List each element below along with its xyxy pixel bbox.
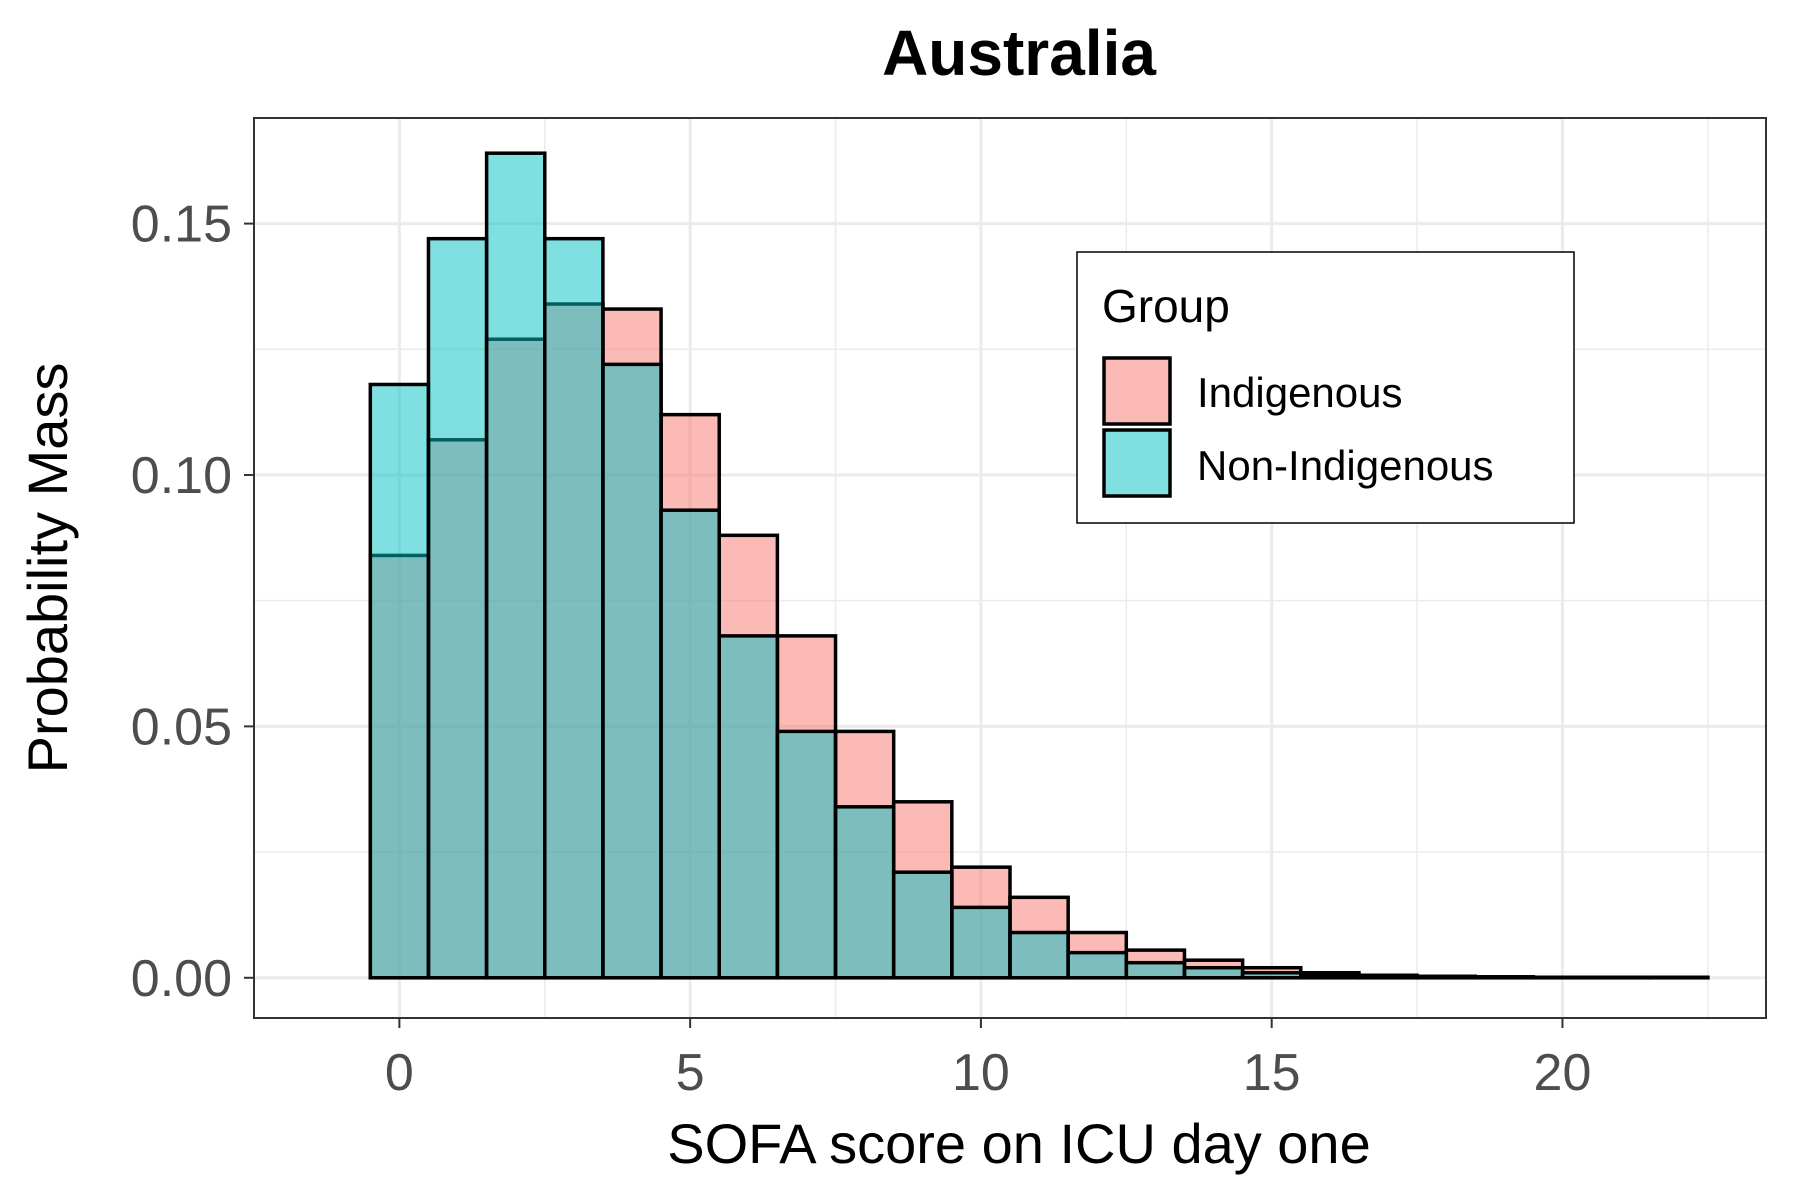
bar-non-indigenous-8 xyxy=(833,805,896,980)
chart-title: Australia xyxy=(882,17,1156,89)
bar-non-indigenous-2 xyxy=(484,151,547,980)
legend-title: Group xyxy=(1102,280,1230,332)
bar-non-indigenous-12 xyxy=(1066,950,1129,980)
y-tick-label: 0.15 xyxy=(131,196,232,254)
x-tick-label: 0 xyxy=(385,1044,414,1102)
bars xyxy=(368,151,1710,980)
y-tick-label: 0.05 xyxy=(131,698,232,756)
bar-non-indigenous-20 xyxy=(1531,975,1594,980)
bar-non-indigenous-7 xyxy=(775,729,838,980)
axes: 0 5 10 15 20 0.00 0.05 0.10 0.15 xyxy=(131,196,1592,1102)
bar-non-indigenous-5 xyxy=(659,508,721,980)
bar-non-indigenous-21 xyxy=(1589,975,1652,980)
bar-non-indigenous-22 xyxy=(1647,975,1710,980)
bar-non-indigenous-4 xyxy=(601,362,663,980)
y-tick-label: 0.10 xyxy=(131,447,232,505)
bar-non-indigenous-15 xyxy=(1240,970,1303,980)
bar-non-indigenous-3 xyxy=(543,236,605,980)
y-tick-label: 0.00 xyxy=(131,950,232,1008)
x-tick-label: 10 xyxy=(952,1044,1010,1102)
legend: Group Indigenous Non-Indigenous xyxy=(1076,251,1575,524)
bar-non-indigenous-6 xyxy=(717,634,780,980)
bar-non-indigenous-10 xyxy=(950,905,1012,980)
legend-label-non-indigenous: Non-Indigenous xyxy=(1197,442,1494,489)
x-axis-title: SOFA score on ICU day one xyxy=(667,1112,1370,1175)
bar-non-indigenous-9 xyxy=(891,870,954,980)
legend-key-non-indigenous xyxy=(1102,428,1172,498)
y-axis-title: Probability Mass xyxy=(16,363,79,774)
x-tick-label: 5 xyxy=(676,1044,705,1102)
bar-non-indigenous-14 xyxy=(1182,965,1245,980)
x-tick-label: 15 xyxy=(1243,1044,1301,1102)
bar-non-indigenous-0 xyxy=(368,382,431,980)
bar-non-indigenous-11 xyxy=(1008,930,1070,980)
x-tick-label: 20 xyxy=(1534,1044,1592,1102)
bar-non-indigenous-17 xyxy=(1357,974,1419,980)
bar-non-indigenous-13 xyxy=(1124,960,1187,980)
bar-non-indigenous-19 xyxy=(1473,975,1536,980)
legend-key-indigenous xyxy=(1102,356,1172,426)
plot-panel-border xyxy=(253,117,1767,1019)
bar-non-indigenous-1 xyxy=(426,236,489,980)
bar-non-indigenous-18 xyxy=(1415,975,1477,980)
legend-label-indigenous: Indigenous xyxy=(1197,369,1403,416)
bar-non-indigenous-16 xyxy=(1299,973,1361,980)
